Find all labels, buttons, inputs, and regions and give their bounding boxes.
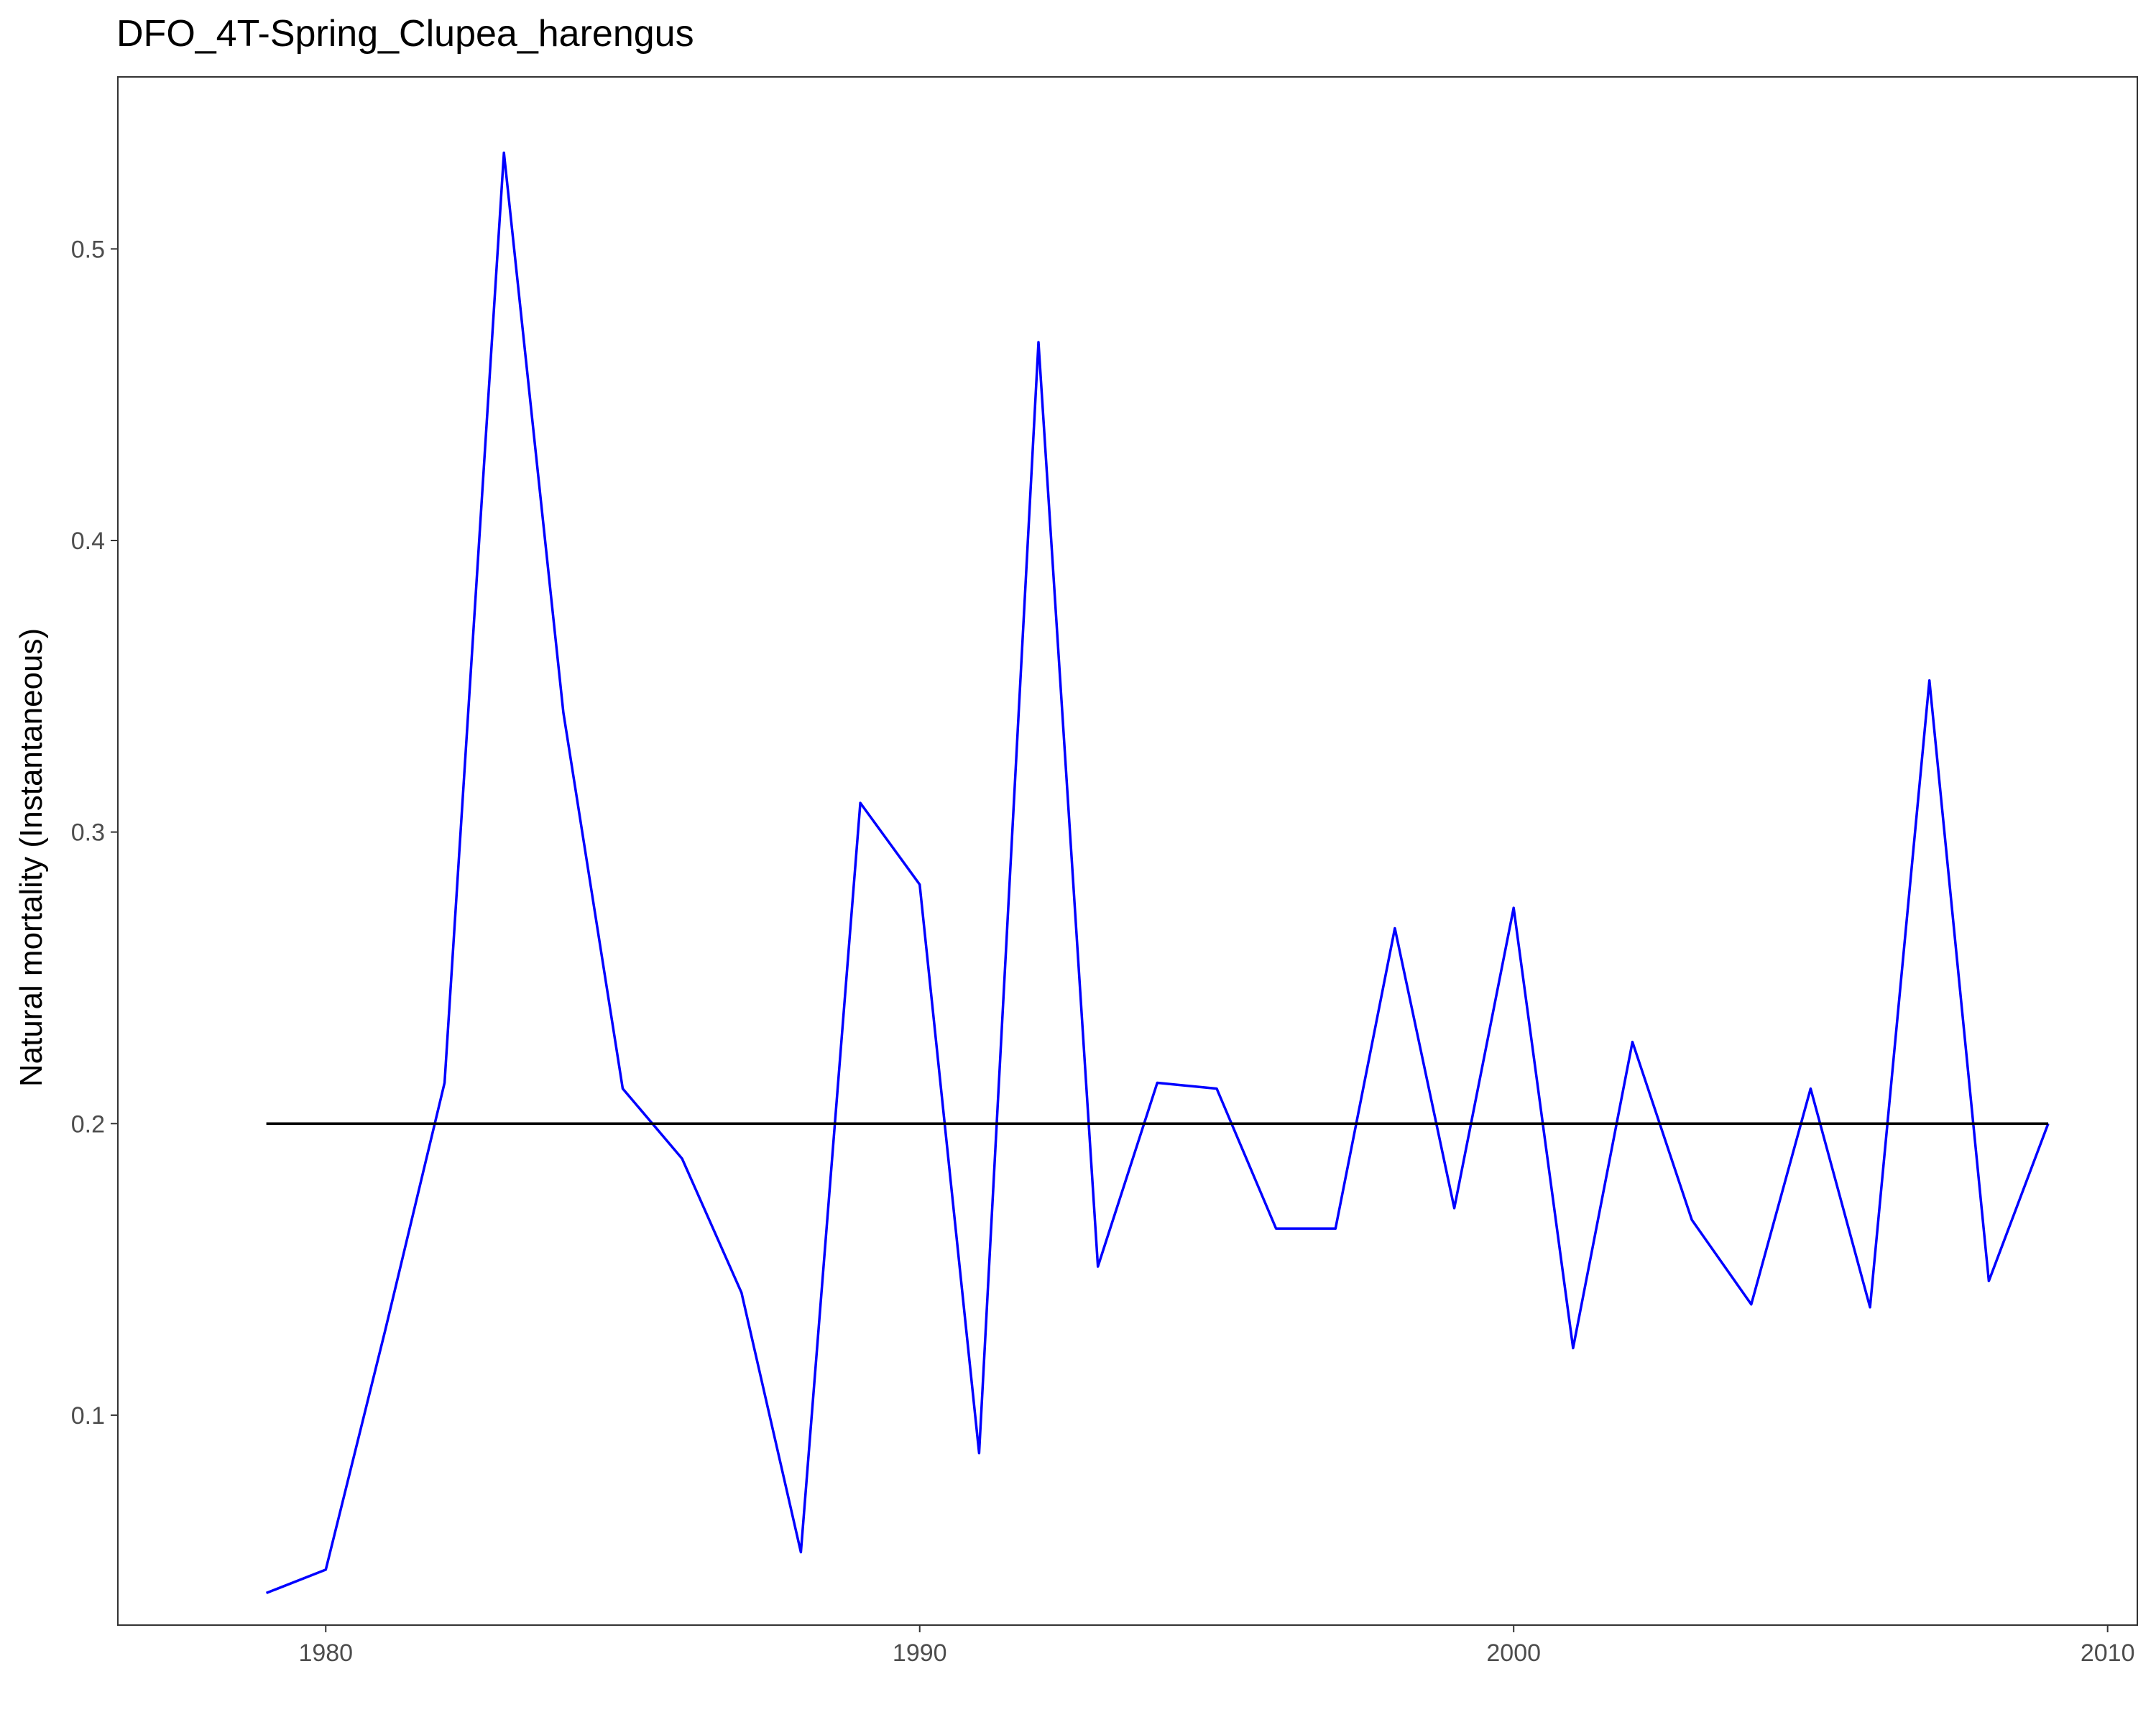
mortality-point	[622, 1087, 624, 1090]
x-tick-label: 1990	[893, 1639, 947, 1667]
mortality-point	[1513, 907, 1515, 909]
x-tick-label: 1980	[298, 1639, 353, 1667]
mortality-point	[978, 1452, 980, 1454]
mortality-point	[562, 712, 564, 714]
mortality-point	[1156, 1082, 1158, 1084]
mortality-point	[918, 883, 921, 886]
mortality-point	[1572, 1347, 1574, 1349]
mortality-point	[860, 802, 862, 804]
plot-panel-border	[117, 76, 2138, 1626]
mortality-point	[1928, 679, 1930, 681]
mortality-point	[443, 1082, 446, 1084]
mortality-point	[503, 152, 505, 154]
reference-point	[265, 1123, 267, 1125]
chart-title: DFO_4T-Spring_Clupea_harengus	[116, 13, 694, 55]
y-axis-ticks: 0.1 0.2 0.3 0.4 0.5	[71, 236, 118, 1430]
mortality-point	[1393, 927, 1396, 929]
plot-series	[265, 151, 2050, 1595]
mortality-point	[1988, 1280, 1990, 1282]
series-line-mortality	[265, 151, 2050, 1595]
mortality-point	[1810, 1087, 1812, 1090]
mortality-point	[1869, 1306, 1871, 1308]
mortality-point	[1275, 1228, 1277, 1230]
mortality-point	[1691, 1219, 1693, 1221]
mortality-point	[1335, 1228, 1337, 1230]
y-axis-title: Natural mortality (Instantaneous)	[14, 628, 49, 1087]
mortality-point	[1631, 1041, 1634, 1043]
x-tick-label: 2010	[2081, 1639, 2135, 1667]
mortality-point	[265, 1592, 267, 1594]
mortality-point	[1750, 1303, 1752, 1305]
mortality-point	[681, 1157, 683, 1159]
reference-point	[2047, 1123, 2050, 1125]
mortality-point	[325, 1568, 327, 1570]
x-axis-ticks: 1980 1990 2000 2010	[298, 1625, 2134, 1667]
mortality-point	[1453, 1207, 1455, 1209]
y-tick-label: 0.2	[71, 1110, 105, 1138]
mortality-point	[384, 1330, 386, 1332]
y-tick-label: 0.1	[71, 1402, 105, 1430]
mortality-point	[1215, 1087, 1217, 1090]
y-tick-label: 0.4	[71, 528, 105, 555]
x-tick-label: 2000	[1486, 1639, 1541, 1667]
mortality-point	[1097, 1266, 1099, 1268]
mortality-point	[1038, 341, 1040, 344]
y-tick-label: 0.3	[71, 819, 105, 847]
y-tick-label: 0.5	[71, 236, 105, 263]
mortality-point	[740, 1292, 742, 1294]
mortality-point	[800, 1551, 802, 1553]
